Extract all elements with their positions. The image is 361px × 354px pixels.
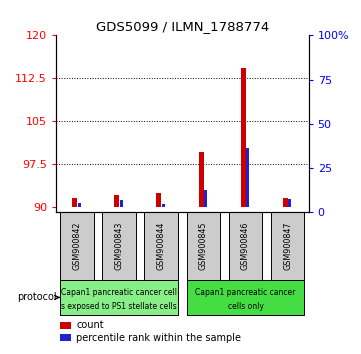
Bar <box>60 322 71 329</box>
Bar <box>241 68 246 206</box>
Bar <box>144 212 178 280</box>
Bar <box>199 152 204 206</box>
Bar <box>102 212 136 280</box>
Text: count: count <box>76 320 104 330</box>
Text: Capan1 pancreatic cancer: Capan1 pancreatic cancer <box>195 287 296 297</box>
Text: GSM900846: GSM900846 <box>241 222 250 270</box>
Bar <box>60 212 94 280</box>
Text: cells only: cells only <box>227 302 264 311</box>
Bar <box>156 193 161 206</box>
Bar <box>120 200 123 206</box>
Text: GSM900843: GSM900843 <box>115 222 123 270</box>
Bar <box>187 212 220 280</box>
Text: GSM900845: GSM900845 <box>199 222 208 270</box>
Bar <box>60 280 178 315</box>
Bar <box>271 212 304 280</box>
Bar <box>283 198 288 206</box>
Text: Capan1 pancreatic cancer cell: Capan1 pancreatic cancer cell <box>61 287 177 297</box>
Bar <box>72 198 77 206</box>
Text: GSM900844: GSM900844 <box>157 222 166 270</box>
Bar <box>162 204 165 206</box>
Bar <box>60 334 71 341</box>
Text: GSM900847: GSM900847 <box>283 222 292 270</box>
Bar <box>78 203 81 206</box>
Bar <box>114 195 119 206</box>
Text: protocol: protocol <box>17 292 59 302</box>
Bar <box>246 148 249 206</box>
Text: GSM900842: GSM900842 <box>73 222 82 270</box>
Bar <box>204 190 207 206</box>
Bar <box>229 212 262 280</box>
Title: GDS5099 / ILMN_1788774: GDS5099 / ILMN_1788774 <box>96 20 269 33</box>
Bar <box>288 199 291 206</box>
Text: percentile rank within the sample: percentile rank within the sample <box>76 333 241 343</box>
Bar <box>187 280 304 315</box>
Text: s exposed to PS1 stellate cells: s exposed to PS1 stellate cells <box>61 302 177 311</box>
